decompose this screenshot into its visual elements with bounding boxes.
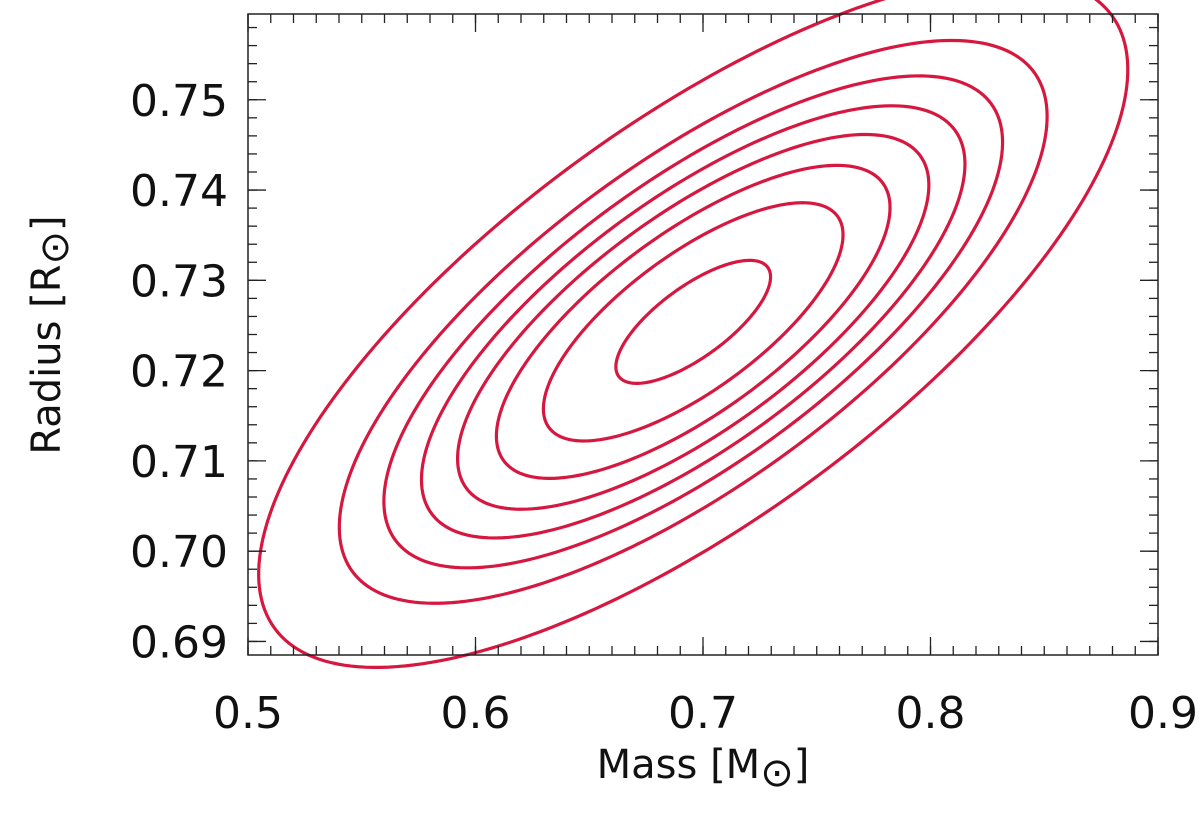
contour-level-6 — [382, 74, 1005, 570]
y-tick-label: 0.74 — [130, 166, 228, 217]
x-axis-label: Mass [M⊙] — [597, 742, 810, 796]
contour-level-3 — [494, 163, 892, 480]
contour-level-8 — [257, 0, 1130, 669]
x-tick-label: 0.6 — [441, 688, 511, 739]
y-tick-label: 0.72 — [130, 347, 228, 398]
x-tick-label: 0.9 — [1128, 688, 1198, 739]
plot-frame — [247, 13, 1159, 656]
y-tick-label: 0.75 — [130, 76, 228, 127]
x-tick-label: 0.8 — [896, 688, 966, 739]
contour-lines — [257, 0, 1130, 669]
y-tick-label: 0.73 — [130, 256, 228, 307]
x-tick-label: 0.5 — [213, 688, 283, 739]
contour-level-1 — [614, 258, 773, 385]
contour-level-5 — [419, 104, 967, 540]
contour-level-4 — [455, 132, 931, 511]
y-tick-label: 0.69 — [130, 617, 228, 668]
y-axis-label: Radius [R⊙] — [24, 215, 78, 454]
contour-level-2 — [541, 201, 845, 443]
x-tick-label: 0.7 — [668, 688, 738, 739]
y-tick-label: 0.70 — [130, 527, 228, 578]
y-tick-label: 0.71 — [130, 437, 228, 488]
y-tick-labels: 0.69 0.70 0.71 0.72 0.73 0.74 0.75 — [130, 76, 228, 669]
contour-level-7 — [337, 38, 1049, 605]
x-tick-labels: 0.5 0.6 0.7 0.8 0.9 — [213, 688, 1198, 739]
